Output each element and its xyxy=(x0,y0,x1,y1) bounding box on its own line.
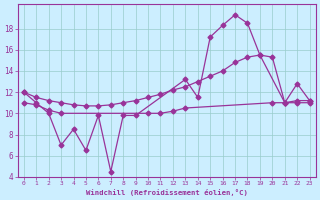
X-axis label: Windchill (Refroidissement éolien,°C): Windchill (Refroidissement éolien,°C) xyxy=(86,189,248,196)
